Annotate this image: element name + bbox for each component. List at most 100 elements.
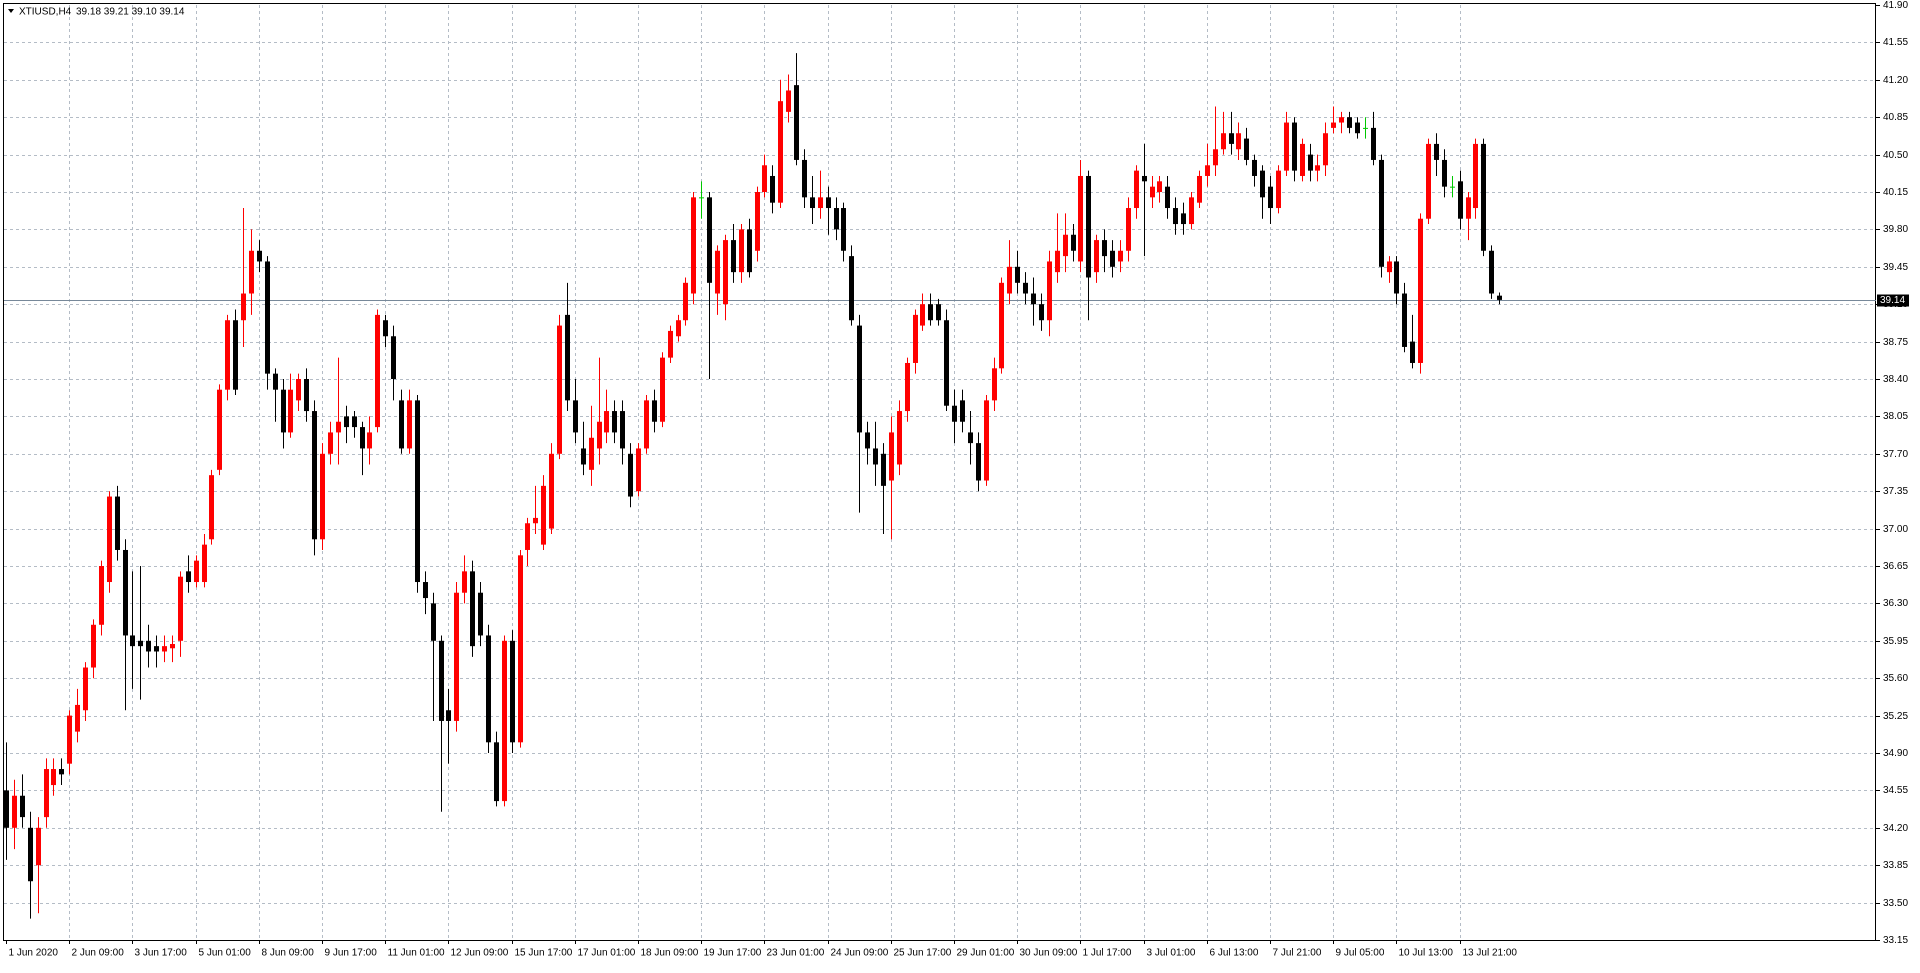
- candle-body: [597, 421, 602, 449]
- candle-body: [715, 250, 720, 294]
- candle-body: [1387, 261, 1392, 273]
- candle-body: [1371, 127, 1376, 160]
- candle-body: [881, 453, 886, 486]
- candle-body: [533, 517, 538, 524]
- candle-body: [1418, 218, 1423, 363]
- x-tick-label: 3 Jun 17:00: [135, 948, 188, 959]
- candle-body: [1426, 143, 1431, 219]
- candle-body: [1276, 170, 1281, 209]
- candle-body: [51, 769, 56, 786]
- y-tick-label: 41.90: [1883, 0, 1908, 11]
- y-tick-label: 35.60: [1883, 673, 1908, 684]
- candle-body: [1347, 117, 1352, 128]
- x-tick-label: 19 Jun 17:00: [704, 948, 762, 959]
- candle-body: [707, 197, 712, 283]
- candle-body: [478, 592, 483, 636]
- candle-body: [360, 427, 365, 449]
- candle-body: [683, 282, 688, 321]
- x-tick-label: 11 Jun 01:00: [388, 948, 446, 959]
- candle-body: [1047, 261, 1052, 321]
- candle-body: [336, 421, 341, 433]
- candle-body: [794, 85, 799, 160]
- candle-body: [304, 379, 309, 412]
- candle-body: [36, 827, 41, 866]
- candle-body: [67, 715, 72, 764]
- candle-body: [1292, 122, 1297, 171]
- candle-body: [1260, 170, 1265, 198]
- candle-body: [920, 304, 925, 326]
- symbol-menu-arrow[interactable]: [8, 9, 14, 13]
- y-tick-label: 38.40: [1883, 374, 1908, 385]
- candle-body: [1094, 240, 1099, 273]
- candles: [4, 53, 1502, 919]
- candle-body: [115, 496, 120, 550]
- x-tick-label: 9 Jul 05:00: [1336, 948, 1385, 959]
- x-tick-label: 23 Jun 01:00: [767, 948, 825, 959]
- candle-body: [391, 336, 396, 379]
- candle-body: [913, 314, 918, 363]
- candle-body: [1031, 293, 1036, 305]
- candle-body: [462, 571, 467, 593]
- candle-body: [439, 640, 444, 721]
- candle-body: [723, 240, 728, 305]
- candle-body: [999, 282, 1004, 369]
- x-tick-label: 12 Jun 09:00: [451, 948, 509, 959]
- candle-body: [178, 576, 183, 641]
- candle-body: [328, 432, 333, 454]
- candle-body: [383, 320, 388, 337]
- y-tick-label: 38.75: [1883, 337, 1908, 348]
- candle-body: [889, 432, 894, 481]
- x-tick-label: 7 Jul 21:00: [1273, 948, 1322, 959]
- candle-body: [1323, 133, 1328, 166]
- x-tick-label: 1 Jun 2020: [9, 948, 59, 959]
- candle-body: [834, 208, 839, 230]
- candle-body: [257, 250, 262, 262]
- x-tick-label: 30 Jun 09:00: [1020, 948, 1078, 959]
- candle-body: [841, 208, 846, 251]
- candle-body: [1315, 165, 1320, 171]
- y-tick-label: 33.85: [1883, 860, 1908, 871]
- candle-body: [44, 769, 49, 818]
- candle-body: [99, 566, 104, 625]
- candle-body: [12, 795, 17, 828]
- x-tick-label: 10 Jul 13:00: [1399, 948, 1454, 959]
- candle-body: [494, 742, 499, 802]
- candle-body: [968, 432, 973, 444]
- candle-body: [1015, 266, 1020, 283]
- candle-body: [1197, 175, 1202, 203]
- y-tick-label: 39.45: [1883, 262, 1908, 273]
- candle-body: [739, 229, 744, 273]
- y-tick-label: 33.15: [1883, 935, 1908, 946]
- candle-body: [1236, 133, 1241, 150]
- y-tick-label: 33.50: [1883, 898, 1908, 909]
- candle-body: [699, 197, 704, 199]
- candle-body: [620, 411, 625, 449]
- y-tick-label: 35.25: [1883, 711, 1908, 722]
- candle-body: [1134, 170, 1139, 209]
- candle-body: [91, 624, 96, 668]
- y-tick-label: 37.70: [1883, 449, 1908, 460]
- candle-body: [1055, 250, 1060, 273]
- candle-body: [249, 250, 254, 294]
- x-tick-label: 17 Jun 01:00: [578, 948, 636, 959]
- candle-body: [518, 555, 523, 743]
- candle-body: [28, 827, 33, 882]
- candle-body: [1481, 143, 1486, 251]
- candle-body: [984, 400, 989, 481]
- candle-body: [1150, 186, 1155, 198]
- candle-body: [1489, 250, 1494, 294]
- candle-body: [1205, 165, 1210, 176]
- candle-body: [225, 320, 230, 390]
- candle-body: [1007, 266, 1012, 294]
- candle-body: [1039, 304, 1044, 321]
- candle-body: [1157, 181, 1162, 192]
- plot-frame: [3, 3, 1876, 941]
- y-tick-label: 34.90: [1883, 748, 1908, 759]
- candle-body: [905, 362, 910, 412]
- candle-body: [446, 710, 451, 721]
- candle-body: [510, 640, 515, 743]
- y-tick-label: 41.20: [1883, 75, 1908, 86]
- candle-body: [1284, 122, 1289, 171]
- y-tick-label: 39.80: [1883, 224, 1908, 235]
